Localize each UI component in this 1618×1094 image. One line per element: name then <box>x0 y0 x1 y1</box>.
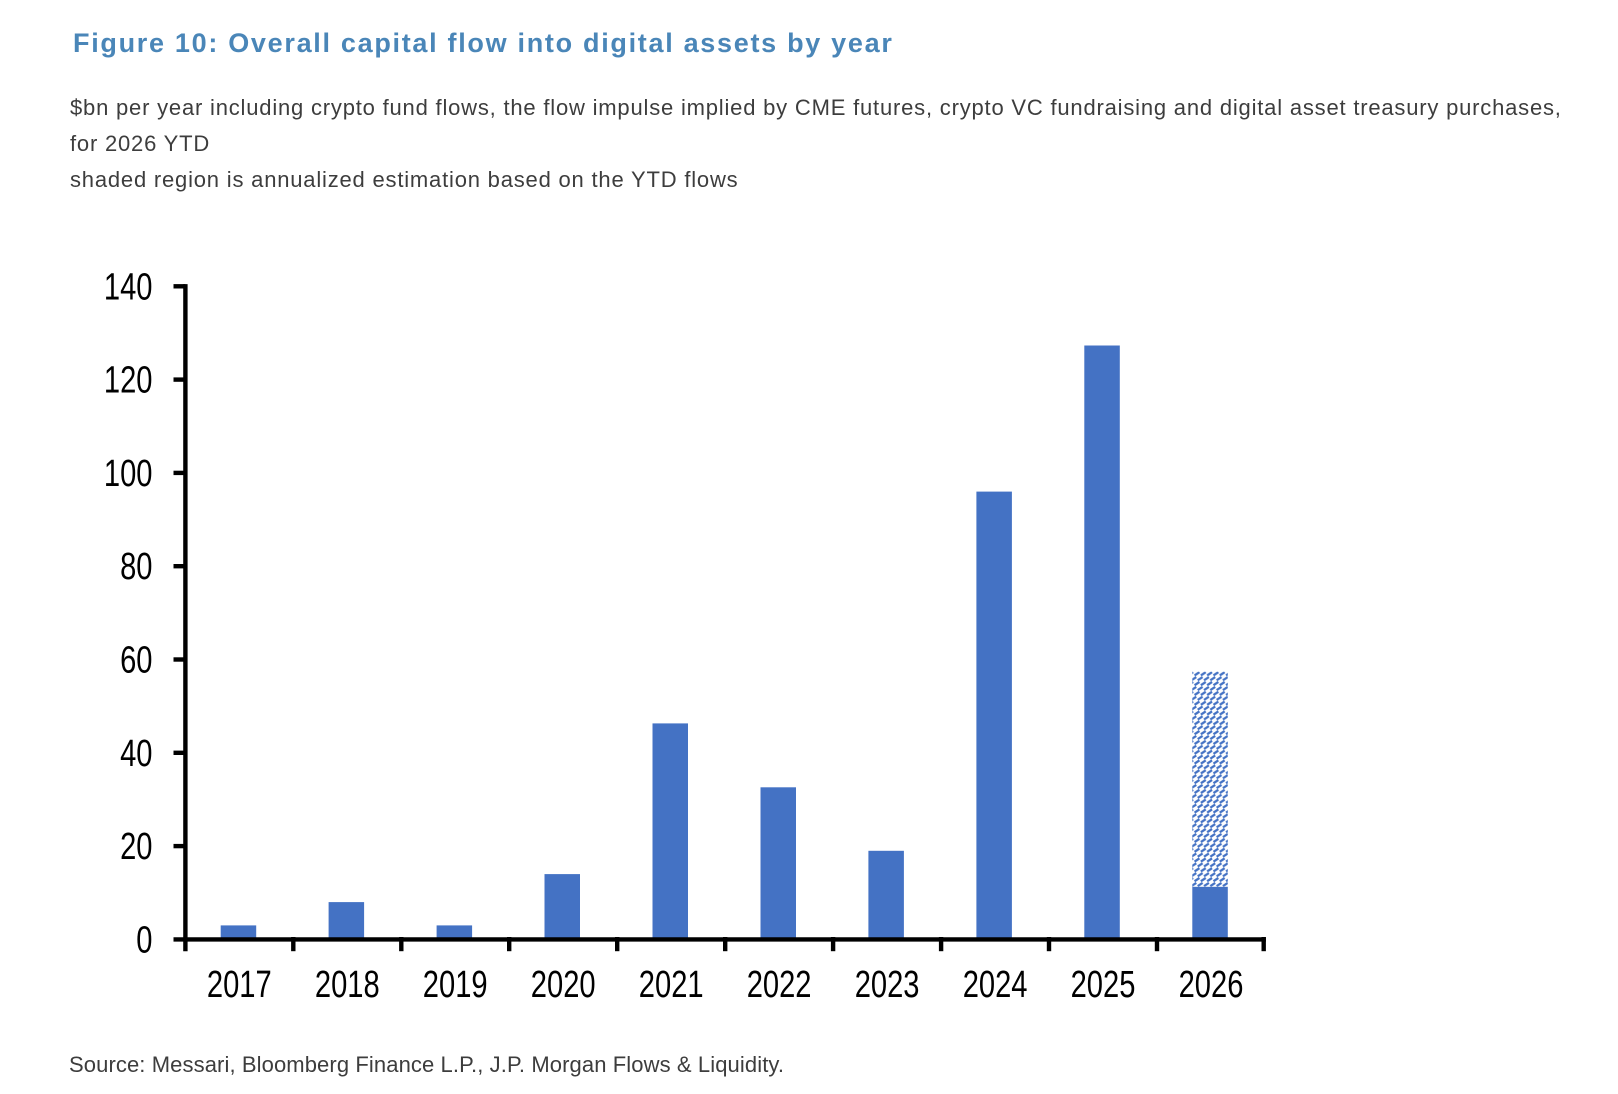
svg-text:2026: 2026 <box>1179 964 1244 1006</box>
svg-text:40: 40 <box>120 733 152 775</box>
svg-text:2023: 2023 <box>855 964 920 1006</box>
svg-text:2022: 2022 <box>747 964 812 1006</box>
svg-text:60: 60 <box>120 640 152 682</box>
svg-text:20: 20 <box>120 826 152 868</box>
svg-text:100: 100 <box>104 453 153 495</box>
svg-text:120: 120 <box>104 360 153 402</box>
svg-text:2025: 2025 <box>1071 964 1136 1006</box>
svg-text:2024: 2024 <box>963 964 1028 1006</box>
svg-text:0: 0 <box>136 919 152 961</box>
svg-text:2019: 2019 <box>423 964 488 1006</box>
svg-text:2017: 2017 <box>207 964 272 1006</box>
svg-text:2021: 2021 <box>639 964 704 1006</box>
svg-text:80: 80 <box>120 546 152 588</box>
svg-text:140: 140 <box>104 266 153 308</box>
svg-text:2020: 2020 <box>531 964 596 1006</box>
svg-text:2018: 2018 <box>315 964 380 1006</box>
